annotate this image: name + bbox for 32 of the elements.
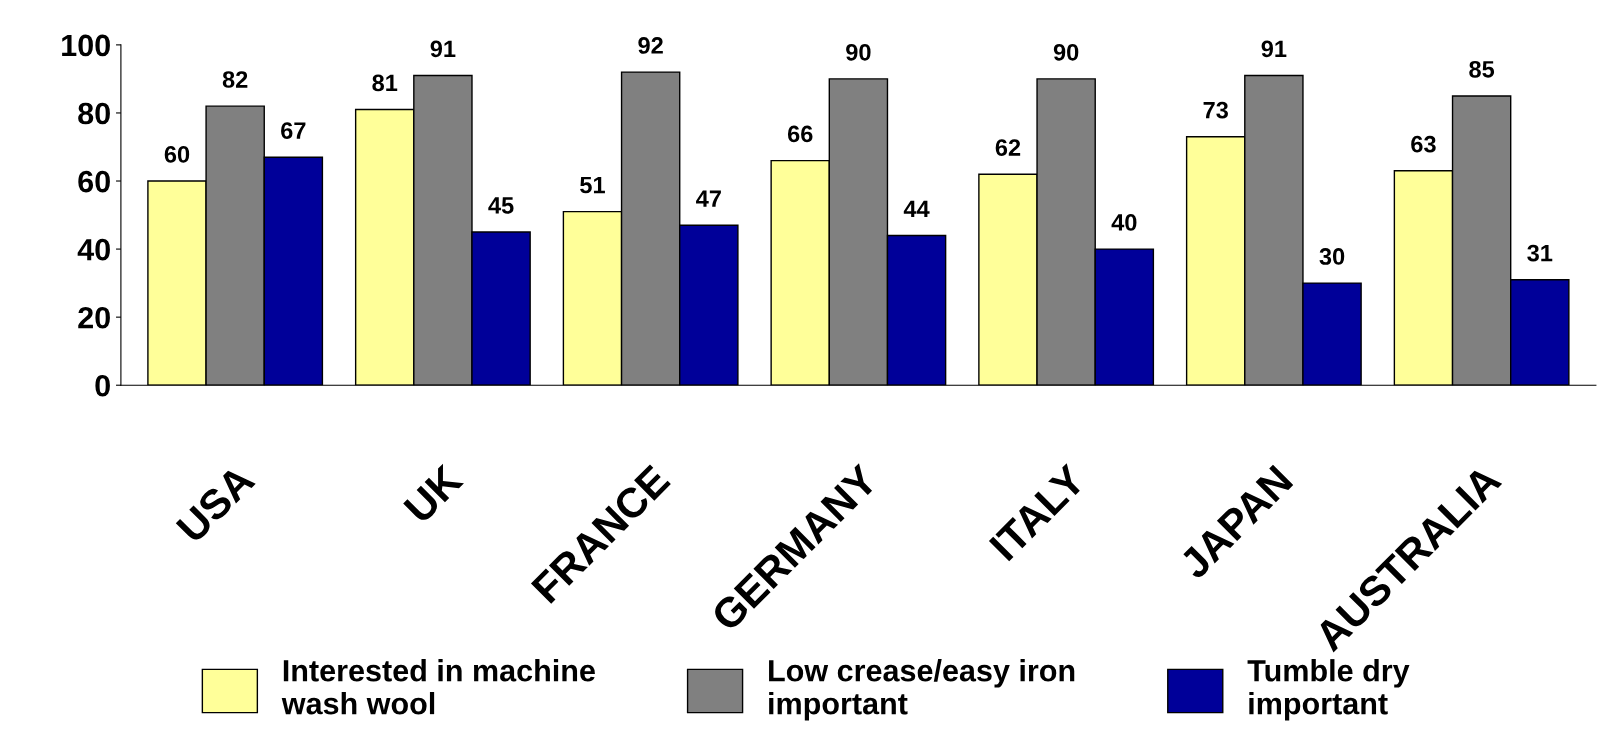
data-label: 92: [638, 37, 663, 54]
data-label: 73: [1203, 101, 1228, 119]
data-label: 66: [787, 125, 813, 143]
data-label: 45: [488, 197, 514, 214]
y-tick-label: 100: [62, 34, 110, 57]
x-tick-label: UK: [403, 462, 465, 525]
data-label: 62: [995, 139, 1021, 156]
data-label: 44: [903, 200, 930, 217]
y-tick-label: 80: [78, 102, 110, 125]
y-tick-label: 0: [95, 374, 110, 397]
data-label: 85: [1469, 60, 1495, 78]
y-tick-label: 20: [78, 306, 110, 329]
legend-label: Low crease/easy iron important: [769, 659, 1075, 721]
data-label: 31: [1527, 244, 1553, 262]
data-label: 91: [430, 40, 456, 58]
data-label: 30: [1319, 248, 1345, 265]
data-label: 60: [164, 146, 190, 163]
legend-label: Interested in machine wash wool: [281, 659, 595, 715]
data-label: 90: [846, 43, 871, 61]
data-label: 90: [1053, 43, 1079, 61]
y-tick-label: 60: [78, 170, 110, 193]
data-label: 81: [372, 74, 398, 92]
data-label: 47: [696, 190, 721, 207]
data-label: 51: [580, 176, 605, 194]
data-label: 91: [1261, 40, 1287, 58]
x-tick-label: USA: [175, 463, 257, 544]
data-label: 40: [1111, 214, 1137, 231]
y-tick-label: 40: [77, 238, 110, 261]
data-label: 63: [1411, 135, 1436, 153]
data-label: 67: [281, 122, 306, 139]
data-label: 82: [222, 71, 248, 88]
legend-label: Tumble dry important: [1247, 659, 1410, 721]
